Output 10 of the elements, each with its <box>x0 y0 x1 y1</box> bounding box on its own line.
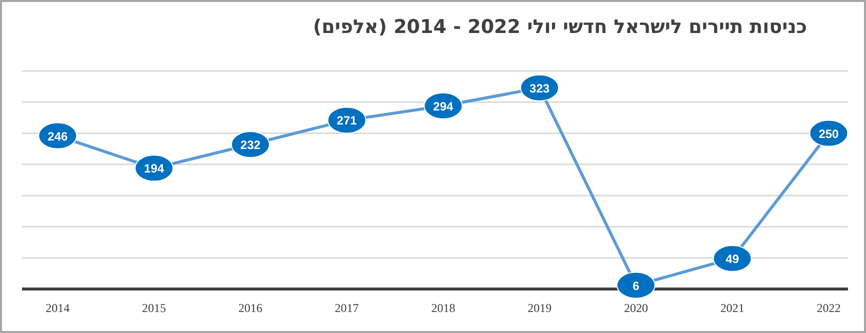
x-tick-label: 2017 <box>334 301 359 315</box>
chart-title: כניסות תיירים לישראל חדשי יולי 2022 - 2014 (אלפים) <box>312 16 808 38</box>
x-tick-label: 2020 <box>624 301 648 315</box>
x-tick-label: 2019 <box>528 301 552 315</box>
x-tick-label: 2021 <box>720 301 744 315</box>
x-tick-label: 2018 <box>431 301 456 315</box>
x-tick-label: 2016 <box>238 301 262 315</box>
x-tick-label: 2022 <box>816 301 841 315</box>
x-tick-label: 2015 <box>142 301 166 315</box>
x-tick-label: 2014 <box>46 301 70 315</box>
